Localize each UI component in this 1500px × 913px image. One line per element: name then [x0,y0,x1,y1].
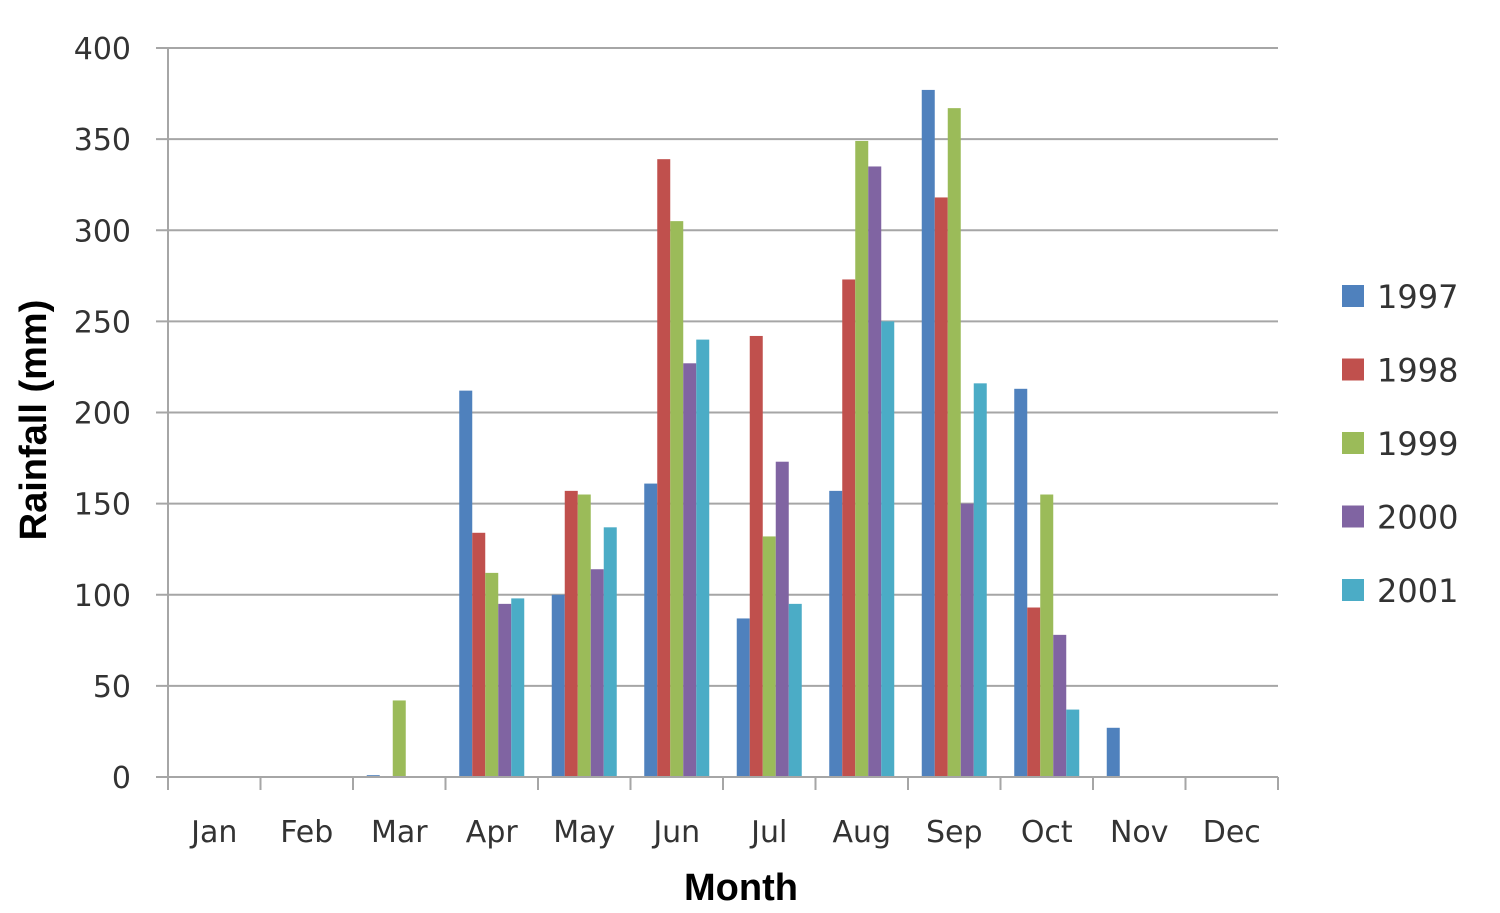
y-tick-label: 0 [112,761,131,796]
legend: 1997 1998 1999 2000 2001 [1342,278,1458,610]
legend-item-2000: 2000 [1342,499,1458,537]
y-axis-ticks: 0 50 100 150 200 250 300 350 400 [74,32,168,796]
x-tick-label: Jul [749,815,787,850]
x-axis-title: Month [684,867,798,909]
x-tick-label: Oct [1021,815,1073,850]
bar-2000-May [590,569,604,777]
bar-1997-Jul [736,618,750,777]
bar-2000-Jun [683,363,697,777]
x-tick-label: Feb [280,815,333,850]
x-tick-label: Mar [371,815,428,850]
x-tick-label: Nov [1110,815,1169,850]
bar-2001-Oct [1066,709,1080,777]
y-tick-label: 150 [74,488,131,523]
bar-2000-Sep [960,503,974,777]
bar-1998-Jul [749,335,763,777]
legend-label: 2000 [1377,499,1458,537]
bar-2001-Jul [788,603,802,777]
legend-label: 2001 [1377,572,1458,610]
legend-item-1999: 1999 [1342,425,1458,463]
bar-1997-Apr [459,390,473,777]
legend-item-1998: 1998 [1342,352,1458,390]
bar-1998-Apr [472,532,486,777]
bar-1998-May [564,490,578,777]
bar-1997-May [551,594,565,777]
bar-2000-Aug [868,166,882,777]
bar-2001-Apr [511,598,525,777]
x-tick-label: Jun [651,815,700,850]
bar-1998-Jun [657,159,671,778]
y-tick-label: 300 [74,214,131,249]
gridlines [168,47,1278,778]
bar-1999-Sep [947,108,961,777]
bar-1997-Aug [829,490,843,777]
bar-1997-Sep [921,89,935,778]
legend-swatch [1342,579,1364,601]
x-tick-label: May [553,815,615,850]
x-tick-label: Apr [466,815,519,850]
bar-1999-Apr [485,572,499,777]
bar-2001-Jun [696,339,710,777]
x-tick-label: Jan [189,815,237,850]
y-tick-label: 250 [74,305,131,340]
y-tick-label: 50 [93,670,131,705]
legend-label: 1998 [1377,352,1458,390]
bar-2001-May [603,527,617,777]
bar-1997-Oct [1014,388,1028,777]
y-tick-label: 350 [74,123,131,158]
bar-2001-Aug [881,321,895,777]
y-tick-label: 400 [74,32,131,67]
legend-swatch [1342,358,1364,381]
legend-swatch [1342,505,1364,528]
bar-2001-Sep [973,383,987,777]
bar-1999-Oct [1040,494,1054,777]
y-axis-title: Rainfall (mm) [13,300,55,541]
legend-label: 1999 [1377,425,1458,463]
y-tick-label: 200 [74,397,131,432]
bar-2000-Apr [498,603,512,777]
bar-1999-Aug [855,140,869,777]
bar-1999-May [577,494,591,777]
bar-1997-Nov [1106,727,1120,777]
legend-swatch [1342,285,1364,307]
bar-1999-Jun [670,221,684,777]
bar-2000-Jul [775,461,789,777]
bar-2000-Oct [1053,634,1067,777]
bar-1997-Jun [644,483,658,777]
bar-1998-Sep [934,197,948,777]
bar-1998-Aug [842,279,856,777]
bar-1999-Mar [392,700,406,777]
legend-label: 1997 [1377,278,1458,316]
bars [366,89,1120,778]
legend-item-2001: 2001 [1342,572,1458,610]
bar-1998-Oct [1027,607,1041,777]
x-tick-label: Aug [832,815,891,850]
y-tick-label: 100 [74,579,131,614]
bar-1999-Jul [762,536,776,777]
x-tick-label: Sep [926,815,983,850]
legend-swatch [1342,432,1364,454]
legend-item-1997: 1997 [1342,278,1458,316]
x-axis-ticks: Jan Feb Mar Apr May Jun Jul Aug Sep Oct Nov Dec [167,777,1279,850]
x-tick-label: Dec [1203,815,1261,850]
